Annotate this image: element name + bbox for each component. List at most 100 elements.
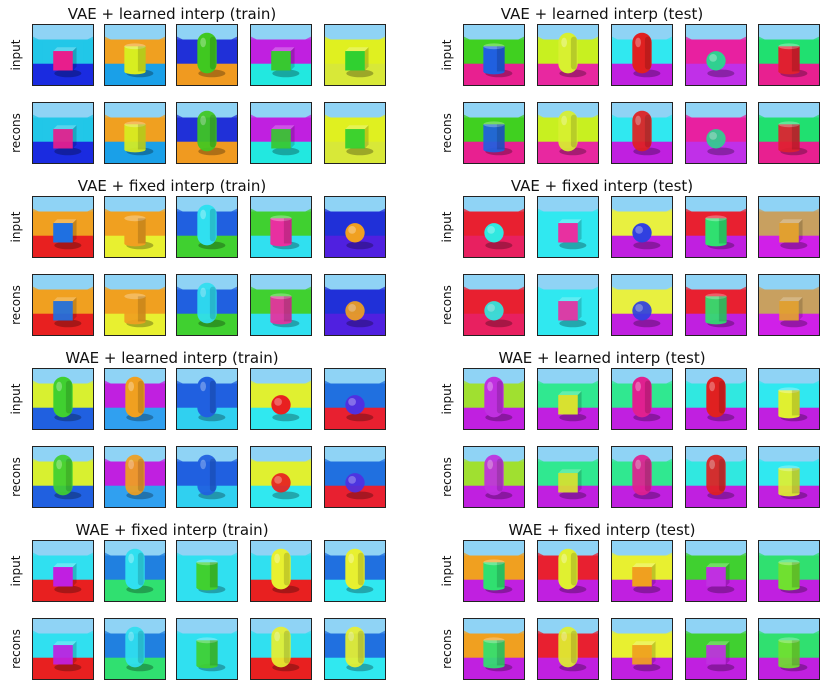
scene-image bbox=[251, 25, 311, 85]
scene-image bbox=[33, 25, 93, 85]
cylinder-object bbox=[705, 215, 727, 247]
row-label: input bbox=[440, 211, 454, 243]
cube-object bbox=[53, 563, 77, 587]
scene-image bbox=[325, 369, 385, 429]
scene-image bbox=[105, 25, 165, 85]
capsule-object bbox=[197, 454, 217, 496]
input-image bbox=[324, 540, 386, 602]
scene-image bbox=[33, 541, 93, 601]
cube-object bbox=[558, 391, 582, 415]
scene-image bbox=[759, 447, 819, 507]
scene-image bbox=[464, 275, 524, 335]
panel-title: VAE + fixed interp (test) bbox=[510, 177, 694, 195]
cylinder-object bbox=[778, 637, 800, 669]
row-label: input bbox=[9, 39, 23, 71]
reconstruction-image bbox=[324, 446, 386, 508]
cube-object bbox=[706, 563, 730, 587]
scene-image bbox=[33, 447, 93, 507]
scene-image bbox=[105, 541, 165, 601]
row-label: input bbox=[9, 211, 23, 243]
row-label: recons bbox=[9, 285, 23, 325]
input-image bbox=[176, 540, 238, 602]
row-label: input bbox=[440, 555, 454, 587]
cylinder-object bbox=[196, 637, 218, 669]
scene-image bbox=[538, 619, 598, 679]
input-image bbox=[758, 24, 820, 86]
reconstruction-image bbox=[250, 274, 312, 336]
input-image bbox=[537, 196, 599, 258]
scene-image bbox=[612, 25, 672, 85]
scene-image bbox=[325, 275, 385, 335]
scene-image bbox=[538, 25, 598, 85]
cube-object bbox=[53, 125, 77, 149]
input-image bbox=[176, 196, 238, 258]
scene-image bbox=[612, 103, 672, 163]
reconstruction-image bbox=[32, 618, 94, 680]
capsule-object bbox=[53, 454, 73, 496]
input-image bbox=[685, 196, 747, 258]
cylinder-object bbox=[124, 121, 146, 153]
reconstruction-image bbox=[176, 446, 238, 508]
cylinder-object bbox=[124, 293, 146, 325]
cube-object bbox=[558, 469, 582, 493]
input-image bbox=[104, 196, 166, 258]
row-label: input bbox=[440, 39, 454, 71]
cylinder-object bbox=[270, 215, 292, 247]
capsule-object bbox=[558, 626, 578, 668]
sphere-object bbox=[345, 395, 365, 415]
scene-image bbox=[105, 369, 165, 429]
input-image bbox=[324, 24, 386, 86]
input-image bbox=[250, 196, 312, 258]
capsule-object bbox=[125, 548, 145, 590]
input-image bbox=[104, 368, 166, 430]
scene-image bbox=[612, 541, 672, 601]
scene-image bbox=[686, 197, 746, 257]
scene-image bbox=[464, 541, 524, 601]
scene-image bbox=[538, 447, 598, 507]
reconstruction-image bbox=[250, 618, 312, 680]
scene-image bbox=[177, 25, 237, 85]
scene-image bbox=[325, 619, 385, 679]
sphere-object bbox=[632, 301, 652, 321]
row-label: recons bbox=[440, 285, 454, 325]
capsule-object bbox=[484, 454, 504, 496]
scene-image bbox=[325, 541, 385, 601]
scene-image bbox=[177, 447, 237, 507]
input-image bbox=[758, 196, 820, 258]
row-label: recons bbox=[9, 629, 23, 669]
scene-image bbox=[251, 369, 311, 429]
reconstruction-image bbox=[32, 446, 94, 508]
reconstruction-image bbox=[611, 102, 673, 164]
scene-image bbox=[759, 541, 819, 601]
scene-image bbox=[177, 619, 237, 679]
scene-image bbox=[612, 197, 672, 257]
scene-image bbox=[612, 369, 672, 429]
scene-image bbox=[325, 103, 385, 163]
scene-image bbox=[33, 197, 93, 257]
scene-image bbox=[612, 275, 672, 335]
input-image bbox=[250, 24, 312, 86]
input-image bbox=[176, 368, 238, 430]
scene-image bbox=[33, 369, 93, 429]
capsule-object bbox=[271, 548, 291, 590]
reconstruction-image bbox=[611, 618, 673, 680]
cylinder-object bbox=[270, 293, 292, 325]
reconstruction-image bbox=[463, 274, 525, 336]
scene-image bbox=[464, 619, 524, 679]
reconstruction-image bbox=[32, 102, 94, 164]
input-image bbox=[324, 196, 386, 258]
input-image bbox=[463, 540, 525, 602]
row-label: recons bbox=[440, 113, 454, 153]
capsule-object bbox=[706, 454, 726, 496]
cylinder-object bbox=[483, 637, 505, 669]
input-image bbox=[324, 368, 386, 430]
capsule-object bbox=[197, 204, 217, 246]
sphere-object bbox=[706, 51, 726, 71]
input-image bbox=[104, 540, 166, 602]
scene-image bbox=[686, 619, 746, 679]
panel-title: VAE + learned interp (test) bbox=[500, 5, 704, 23]
sphere-object bbox=[345, 223, 365, 243]
input-image bbox=[176, 24, 238, 86]
capsule-object bbox=[271, 626, 291, 668]
panel-title: WAE + fixed interp (train) bbox=[75, 521, 269, 539]
